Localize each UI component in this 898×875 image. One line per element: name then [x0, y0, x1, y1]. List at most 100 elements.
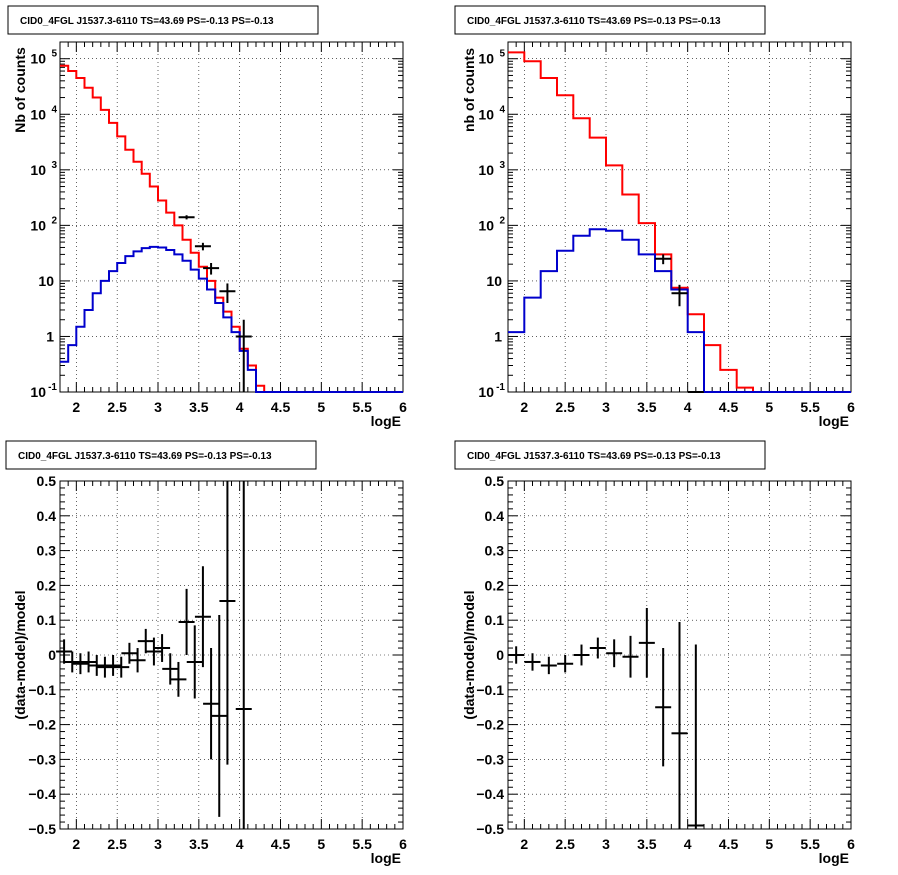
chart-title-box: CID0_4FGL J1537.3-6110 TS=43.69 PS=-0.13… — [454, 5, 766, 35]
x-tick-label: 3.5 — [637, 399, 657, 415]
x-axis-label: logE — [371, 850, 401, 866]
series-model_source — [60, 245, 403, 393]
chart-bottom-right: CID0_4FGL J1537.3-6110 TS=43.69 PS=-0.13… — [454, 440, 855, 866]
x-tick-label: 6 — [399, 399, 407, 415]
data-point — [178, 215, 195, 220]
data-point — [162, 653, 179, 685]
series-data — [655, 254, 704, 393]
y-tick-label: 10 — [478, 384, 494, 400]
x-tick-label: 4 — [236, 836, 244, 852]
x-tick-label: 5.5 — [352, 836, 372, 852]
y-tick-label: 10 — [478, 217, 494, 233]
plot-frame — [59, 41, 404, 393]
y-tick-label: −0.5 — [476, 821, 504, 837]
data-point — [121, 642, 138, 664]
chart-top-left: CID0_4FGL J1537.3-6110 TS=43.69 PS=-0.13… — [7, 5, 407, 429]
y-tick-label: 10 — [30, 162, 46, 178]
y-tick-exponent: 3 — [499, 160, 505, 171]
data-point — [56, 639, 73, 664]
plot-frame — [59, 480, 404, 830]
y-tick-exponent: 5 — [51, 49, 57, 60]
y-tick-label: 10 — [30, 106, 46, 122]
data-point — [178, 588, 195, 655]
y-axis: −0.5 −0.4 −0.3 −0.2 −0.1 0 0.1 0.2 0.3 0.4 0.5 (dat… — [12, 473, 403, 837]
data-point — [235, 481, 252, 829]
x-tick-label: 5.5 — [800, 836, 820, 852]
data-point — [194, 566, 211, 668]
chart-title: CID0_4FGL J1537.3-6110 TS=43.69 PS=-0.13… — [20, 16, 274, 27]
y-tick-exponent: -1 — [496, 382, 505, 393]
x-tick-label: 2 — [72, 836, 80, 852]
y-tick-exponent: 4 — [499, 104, 505, 115]
y-tick-label: 10 — [30, 217, 46, 233]
data-point — [64, 651, 81, 673]
series-residuals — [508, 608, 704, 829]
y-tick-label: 0.2 — [485, 577, 505, 593]
y-tick-label: 1 — [46, 328, 54, 344]
chart-top-right: CID0_4FGL J1537.3-6110 TS=43.69 PS=-0.13… — [454, 5, 855, 429]
x-tick-label: 5.5 — [352, 399, 372, 415]
x-tick-label: 6 — [847, 836, 855, 852]
data-point — [687, 644, 704, 829]
x-tick-label: 3.5 — [189, 836, 209, 852]
x-tick-label: 4 — [236, 399, 244, 415]
y-tick-label: 0.2 — [37, 577, 57, 593]
y-axis-label: Nb of counts — [12, 47, 28, 133]
data-point — [219, 283, 236, 304]
y-tick-label: 10 — [486, 273, 502, 289]
x-tick-label: 4.5 — [719, 399, 739, 415]
x-tick-label: 3.5 — [189, 399, 209, 415]
series-data — [178, 215, 252, 392]
data-point — [655, 254, 672, 265]
x-tick-label: 2 — [520, 836, 528, 852]
x-tick-label: 3.5 — [637, 836, 657, 852]
data-point — [638, 608, 655, 678]
chart-bottom-left: CID0_4FGL J1537.3-6110 TS=43.69 PS=-0.13… — [5, 440, 407, 866]
data-point — [137, 628, 154, 654]
x-tick-label: 2 — [520, 399, 528, 415]
x-tick-label: 3 — [602, 836, 610, 852]
grid — [60, 42, 404, 393]
x-tick-label: 2.5 — [555, 836, 575, 852]
y-tick-exponent: 3 — [51, 160, 57, 171]
data-point — [508, 646, 525, 664]
y-axis-label: nb of counts — [461, 48, 477, 132]
y-tick-exponent: 5 — [499, 49, 505, 60]
y-tick-label: 0.5 — [485, 473, 505, 489]
x-tick-label: 5.5 — [800, 399, 820, 415]
y-tick-label: 0.1 — [37, 612, 57, 628]
data-point — [203, 648, 220, 760]
grid — [60, 480, 404, 830]
y-tick-label: −0.3 — [28, 751, 56, 767]
chart-title-box: CID0_4FGL J1537.3-6110 TS=43.69 PS=-0.13… — [5, 440, 317, 470]
y-tick-label: 0 — [496, 647, 504, 663]
y-tick-label: −0.1 — [28, 682, 56, 698]
y-tick-label: 10 — [30, 384, 46, 400]
y-tick-label: 10 — [478, 162, 494, 178]
data-point — [154, 634, 171, 662]
data-point — [671, 621, 688, 829]
data-point — [80, 651, 97, 673]
y-tick-label: −0.4 — [28, 786, 56, 802]
data-point — [186, 625, 203, 699]
y-tick-label: −0.5 — [28, 821, 56, 837]
y-tick-label: 10 — [478, 106, 494, 122]
y-tick-label: −0.2 — [28, 717, 56, 733]
chart-title-box: CID0_4FGL J1537.3-6110 TS=43.69 PS=-0.13… — [454, 440, 766, 470]
x-axis-label: logE — [371, 413, 401, 429]
chart-title: CID0_4FGL J1537.3-6110 TS=43.69 PS=-0.13… — [18, 451, 272, 462]
data-point — [655, 648, 672, 767]
data-point — [557, 655, 574, 673]
y-tick-exponent: 4 — [51, 104, 57, 115]
y-tick-label: −0.4 — [476, 786, 504, 802]
x-tick-label: 2.5 — [107, 399, 127, 415]
data-point — [540, 656, 557, 675]
y-tick-label: 0.4 — [37, 508, 57, 524]
data-point — [573, 644, 590, 666]
data-point — [589, 637, 606, 659]
